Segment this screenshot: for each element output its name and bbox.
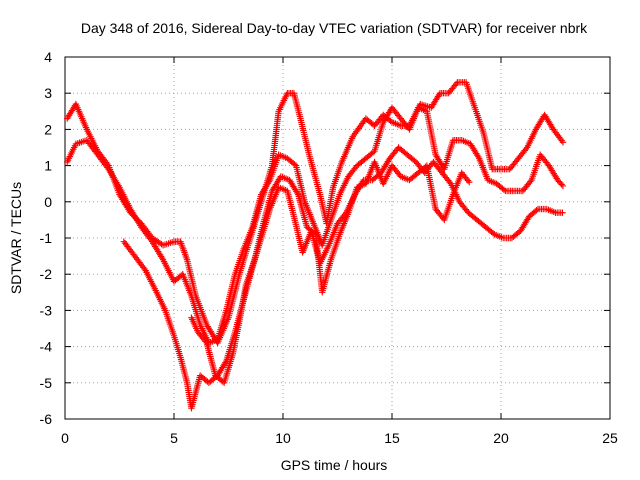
series-trace-a: [63, 79, 567, 347]
series-trace-b: [63, 104, 567, 347]
x-axis: 0 5 10 15 20 25: [61, 57, 618, 446]
y-tick-label: -1: [40, 230, 53, 246]
data-point: [559, 182, 567, 190]
y-tick-label: -6: [40, 411, 53, 427]
series-trace-c: [120, 144, 566, 412]
x-tick-label: 10: [275, 430, 291, 446]
y-tick-label: -2: [40, 266, 53, 282]
y-tick-label: -4: [40, 339, 53, 355]
data-point: [291, 161, 298, 168]
data-point: [202, 338, 209, 345]
x-tick-label: 15: [384, 430, 400, 446]
y-axis: -6 -5 -4 -3 -2 -1 0 1 2 3 4: [40, 49, 610, 427]
y-tick-label: 3: [44, 85, 52, 101]
y-axis-label: SDTVAR / TECUs: [8, 182, 24, 294]
x-axis-label: GPS time / hours: [281, 457, 388, 473]
series-trace-d: [188, 158, 473, 386]
data-point: [559, 139, 567, 146]
data-point: [411, 157, 418, 164]
x-tick-label: 20: [493, 430, 509, 446]
y-tick-label: -5: [40, 375, 53, 391]
data-point: [522, 145, 530, 153]
x-tick-label: 0: [61, 430, 69, 446]
y-tick-label: 0: [44, 194, 52, 210]
data-point: [558, 181, 565, 188]
data-point: [452, 80, 460, 88]
chart-title: Day 348 of 2016, Sidereal Day-to-day VTE…: [81, 20, 588, 36]
y-tick-label: 4: [44, 49, 52, 65]
data-point: [559, 209, 566, 216]
y-tick-label: 1: [44, 158, 52, 174]
x-tick-label: 5: [170, 430, 178, 446]
data-point: [446, 178, 453, 186]
data-point: [500, 186, 508, 193]
data-point: [533, 207, 540, 214]
data-point: [352, 163, 360, 171]
data-point: [463, 207, 471, 215]
data-point: [466, 178, 473, 186]
data-point: [527, 178, 534, 185]
x-tick-label: 25: [602, 430, 618, 446]
data-point: [464, 177, 472, 184]
data-points: [63, 79, 567, 412]
y-tick-label: 2: [44, 121, 52, 137]
data-point: [311, 229, 318, 237]
y-tick-label: -3: [40, 302, 53, 318]
